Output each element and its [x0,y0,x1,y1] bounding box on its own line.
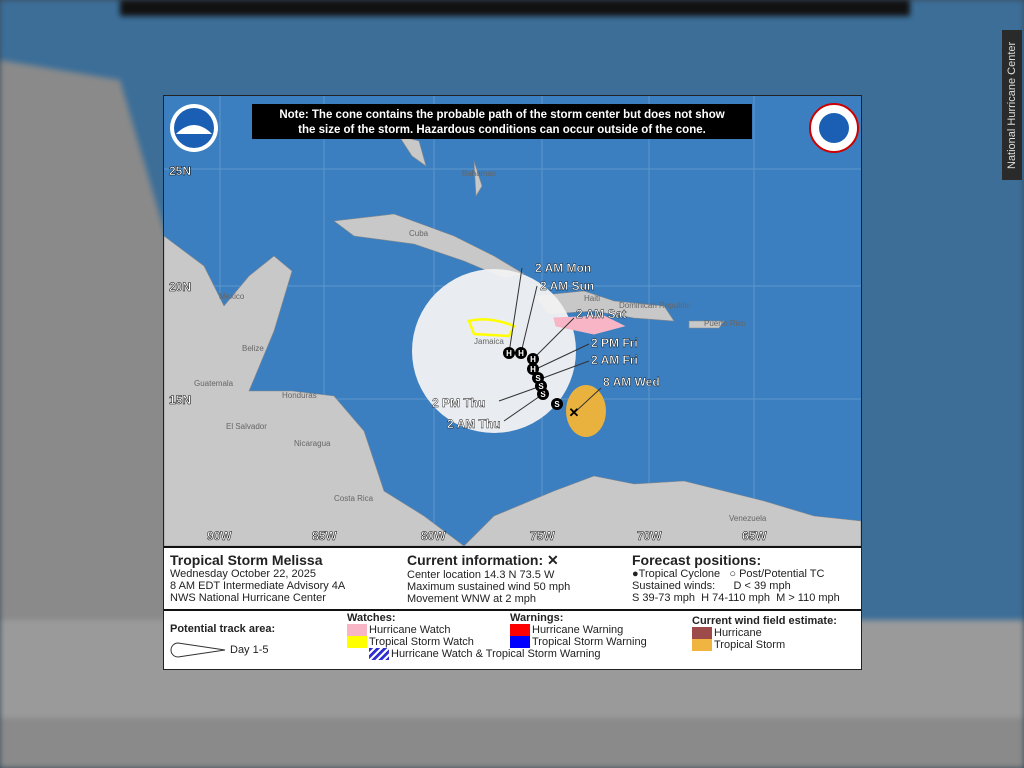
marker-h: H [503,347,515,359]
ts-watch-label: Tropical Storm Watch [369,636,474,649]
d-label: D < 39 mph [733,580,791,592]
cone-graphic: 25N 20N 15N 90W 85W 80W 75W 70W 65W Baha… [163,95,862,670]
label-8am-wed: 8 AM Wed [603,375,660,389]
svg-text:S: S [535,374,541,383]
lon-label: 70W [637,529,662,543]
label-belize: Belize [242,344,264,353]
label-honduras: Honduras [282,391,317,400]
tc-label: Tropical Cyclone [638,568,721,580]
cone-shape-icon [170,642,226,658]
day-label: Day 1-5 [230,644,269,656]
movement: Movement WNW at 2 mph [407,593,536,605]
photo-credit: National Hurricane Center [1002,30,1022,180]
svg-text:S: S [554,400,560,409]
wind-ts-label: Tropical Storm [714,639,786,652]
max-wind: Maximum sustained wind 50 mph [407,581,571,593]
label-2pm-fri: 2 PM Fri [591,336,638,350]
label-2am-sun: 2 AM Sun [540,279,594,293]
label-2am-fri: 2 AM Fri [591,353,638,367]
hurricane-watch-swatch [347,624,367,637]
svg-text:H: H [506,349,512,358]
svg-text:S: S [540,390,546,399]
svg-text:S: S [538,382,544,391]
label-2am-mon: 2 AM Mon [535,261,591,275]
lon-label: 75W [530,529,555,543]
post-tc-label: Post/Potential TC [739,568,825,580]
label-jamaica: Jamaica [474,337,504,346]
label-venezuela: Venezuela [729,514,767,523]
legend-panel: Potential track area: Day 1-5 Watches: H… [164,609,861,669]
land [164,135,861,546]
track-area-label: Potential track area: [170,623,276,635]
combo-label: Hurricane Watch & Tropical Storm Warning [391,648,601,661]
marker-h: H [515,347,527,359]
wind-ts-swatch [692,639,712,652]
label-2pm-thu: 2 PM Thu [432,396,485,410]
wind-hurricane-swatch [692,627,712,640]
noaa-logo [170,104,218,152]
lon-label: 85W [312,529,337,543]
svg-text:H: H [530,355,536,364]
hurricane-warning-swatch [510,624,530,637]
label-costa-rica: Costa Rica [334,494,374,503]
center-location: Center location 14.3 N 73.5 W [407,569,555,581]
marker-h: H [527,363,539,375]
lat-label: 20N [169,280,191,294]
info-panel: Tropical Storm Melissa Wednesday October… [164,546,861,609]
ts-watch-jamaica [467,318,516,338]
open-circle-icon: ○ [729,568,736,580]
marker-s: S [532,372,544,384]
label-guatemala: Guatemala [194,379,234,388]
current-heading: Current information: [407,552,544,568]
lon-label: 80W [421,529,446,543]
forecast-cone [412,269,576,433]
label-2am-sat: 2 AM Sat [576,307,626,321]
label-nicaragua: Nicaragua [294,439,331,448]
wind-hurricane-label: Hurricane [714,627,762,639]
label-bahamas: Bahamas [462,169,496,178]
lon-label: 90W [207,529,232,543]
svg-text:H: H [518,349,524,358]
ts-warning-swatch [510,636,530,649]
current-position-marker: ✕ [569,405,580,420]
map: 25N 20N 15N 90W 85W 80W 75W 70W 65W Baha… [164,96,861,546]
hurricane-watch-label: Hurricane Watch [369,624,451,636]
wind-field-heading: Current wind field estimate: [692,615,837,627]
label-puerto-rico: Puerto Rico [704,319,746,328]
advisory: 8 AM EDT Intermediate Advisory 4A [170,580,346,592]
marker-s: S [551,398,563,410]
sustained-label: Sustained winds: [632,580,716,592]
filled-circle-icon: ● [632,568,639,580]
storm-date: Wednesday October 22, 2025 [170,568,316,580]
label-2am-thu: 2 AM Thu [447,417,501,431]
watches-heading: Watches: [347,612,396,624]
lat-label: 25N [169,164,191,178]
lon-label: 65W [742,529,767,543]
ts-warning-label: Tropical Storm Warning [532,636,647,649]
storm-title: Tropical Storm Melissa [170,552,323,568]
label-cuba: Cuba [409,229,429,238]
x-icon: ✕ [547,552,559,568]
label-haiti: Haiti [584,294,600,303]
note-line-2: the size of the storm. Hazardous conditi… [298,124,706,136]
warnings-heading: Warnings: [510,612,564,624]
label-mexico: Mexico [219,292,245,301]
svg-text:H: H [530,365,536,374]
label-dominican-republic: Dominican Republic [619,301,690,310]
note-banner [252,104,752,139]
marker-h: H [527,353,539,365]
ts-wind-field [566,385,606,437]
note-line-1: Note: The cone contains the probable pat… [279,109,724,121]
lat-label: 15N [169,393,191,407]
nws-logo [809,103,859,153]
label-el-salvador: El Salvador [226,422,267,431]
issuer: NWS National Hurricane Center [170,592,326,604]
ts-watch-swatch [347,636,367,649]
hurricane-warning-label: Hurricane Warning [532,624,624,636]
combo-swatch [369,648,389,661]
forecast-heading: Forecast positions: [632,552,762,568]
intensity-key: S 39-73 mph H 74-110 mph M > 110 mph [632,592,840,604]
